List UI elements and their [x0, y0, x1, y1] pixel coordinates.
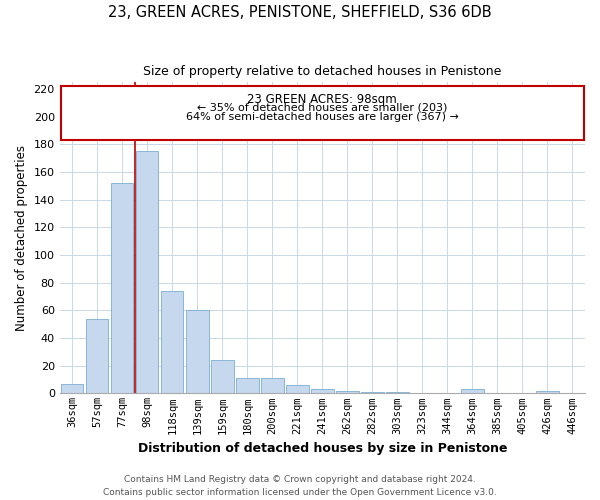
Bar — [236, 378, 259, 394]
Title: Size of property relative to detached houses in Penistone: Size of property relative to detached ho… — [143, 65, 502, 78]
Bar — [161, 291, 184, 394]
Bar — [536, 390, 559, 394]
Bar — [261, 378, 284, 394]
Bar — [386, 392, 409, 394]
Text: 64% of semi-detached houses are larger (367) →: 64% of semi-detached houses are larger (… — [186, 112, 459, 122]
Bar — [286, 385, 308, 394]
X-axis label: Distribution of detached houses by size in Penistone: Distribution of detached houses by size … — [137, 442, 507, 455]
Bar — [136, 151, 158, 394]
Text: ← 35% of detached houses are smaller (203): ← 35% of detached houses are smaller (20… — [197, 102, 448, 113]
Text: Contains HM Land Registry data © Crown copyright and database right 2024.
Contai: Contains HM Land Registry data © Crown c… — [103, 476, 497, 497]
Y-axis label: Number of detached properties: Number of detached properties — [15, 144, 28, 330]
Text: 23, GREEN ACRES, PENISTONE, SHEFFIELD, S36 6DB: 23, GREEN ACRES, PENISTONE, SHEFFIELD, S… — [108, 5, 492, 20]
Bar — [61, 384, 83, 394]
Bar — [186, 310, 209, 394]
Bar — [461, 389, 484, 394]
Text: 23 GREEN ACRES: 98sqm: 23 GREEN ACRES: 98sqm — [247, 93, 397, 106]
Bar — [86, 318, 109, 394]
Bar — [111, 183, 133, 394]
FancyBboxPatch shape — [61, 86, 584, 140]
Bar — [361, 392, 383, 394]
Bar — [311, 389, 334, 394]
Bar — [336, 390, 359, 394]
Bar — [211, 360, 233, 394]
